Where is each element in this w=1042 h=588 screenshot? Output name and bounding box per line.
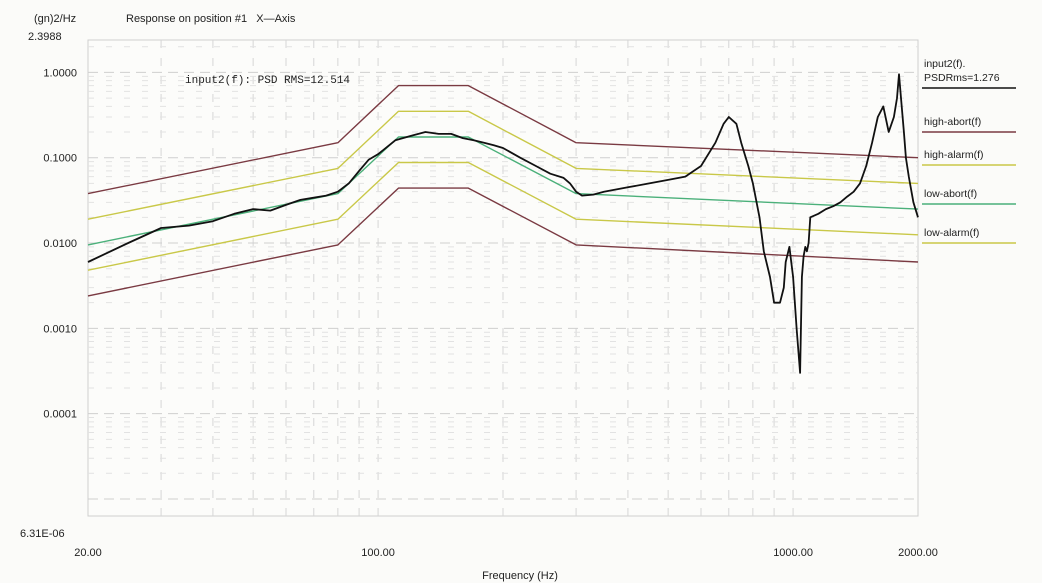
limit-line [87,110,919,220]
y-tick-label: 0.1000 [43,153,77,165]
y-tick-labels: 1.0000 0.1000 0.0100 0.0010 0.0001 [43,67,77,420]
legend-label: low-alarm(f) [924,227,979,239]
limit-line [87,187,919,297]
x-tick-label: 100.00 [361,547,395,559]
y-top-label: 2.3988 [28,31,62,43]
legend-label: input2(f). [924,58,965,70]
grid [88,40,918,516]
y-tick-label: 0.0100 [43,238,77,250]
x-tick-label: 20.00 [74,547,102,559]
chart-title: Response on position #1 X—Axis [126,13,296,25]
legend-label: high-abort(f) [924,116,981,128]
y-tick-label: 0.0010 [43,323,77,335]
psd-rms-annotation: input2(f): PSD RMS=12.514 [185,75,350,87]
series-layer [87,73,919,374]
x-tick-labels: 20.00 100.00 1000.00 2000.00 [74,547,938,559]
y-axis-label: (gn)2/Hz [34,13,76,25]
legend: input2(f). PSDRms=1.276 high-abort(f) high-… [922,58,1016,244]
legend-label: high-alarm(f) [924,149,984,161]
x-axis-label: Frequency (Hz) [482,570,558,582]
limit-line [87,161,919,271]
legend-label: PSDRms=1.276 [924,72,1000,84]
x-tick-label: 2000.00 [898,547,938,559]
y-bottom-label: 6.31E-06 [20,528,65,540]
y-tick-label: 0.0001 [43,409,77,421]
x-tick-label: 1000.00 [773,547,813,559]
limit-line [87,84,919,195]
response-line [87,73,919,374]
y-tick-label: 1.0000 [43,67,77,79]
legend-label: low-abort(f) [924,188,977,200]
